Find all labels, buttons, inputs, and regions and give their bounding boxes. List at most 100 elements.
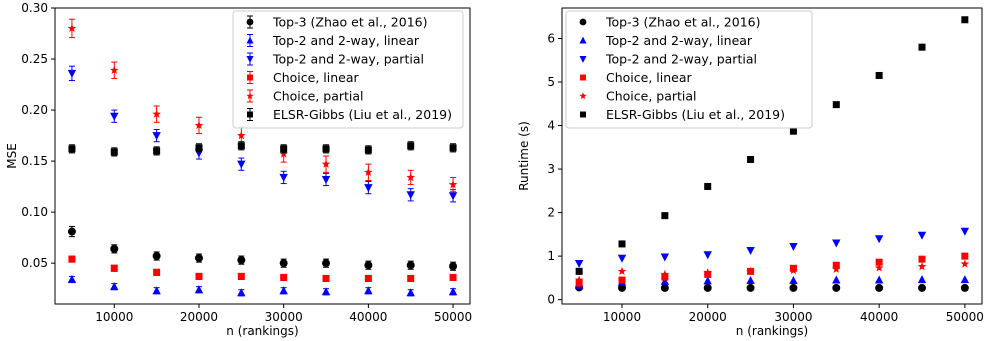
- data-point: [618, 276, 626, 284]
- series-3: [575, 252, 969, 287]
- data-point: [67, 275, 77, 284]
- data-point: [874, 263, 884, 272]
- data-point: [746, 283, 755, 292]
- legend-marker: [246, 56, 254, 63]
- data-point: [110, 65, 119, 74]
- legend-marker: [246, 18, 254, 26]
- data-point: [960, 259, 970, 268]
- y-axis-label: Runtime (s): [517, 121, 531, 191]
- data-point: [67, 23, 77, 33]
- data-point: [917, 275, 927, 284]
- x-tick-label: 10000: [603, 310, 641, 324]
- data-point: [660, 276, 670, 285]
- legend-marker: [246, 36, 254, 44]
- data-point: [279, 259, 288, 268]
- data-point: [575, 279, 583, 287]
- series-0: [67, 225, 458, 271]
- x-axis-label: n (rankings): [226, 324, 298, 338]
- data-point: [406, 172, 415, 182]
- legend-box: [565, 10, 813, 129]
- data-point: [195, 272, 203, 280]
- data-point: [407, 274, 415, 282]
- x-tick-label: 50000: [434, 310, 472, 324]
- data-point: [617, 266, 627, 275]
- data-point: [960, 283, 969, 292]
- data-point: [618, 240, 626, 248]
- data-point: [703, 268, 712, 277]
- legend-marker: [247, 74, 253, 81]
- data-point: [918, 43, 926, 51]
- legend-marker: [579, 92, 587, 100]
- y-tick-label: 0.15: [21, 154, 48, 168]
- data-point: [575, 267, 583, 275]
- data-point: [832, 283, 841, 292]
- data-point: [194, 254, 203, 263]
- series-5: [575, 16, 969, 275]
- data-point: [449, 262, 458, 271]
- data-point: [874, 275, 884, 284]
- y-tick-label: 5: [547, 75, 555, 89]
- data-point: [153, 268, 161, 276]
- legend-label: ELSR-Gibbs (Liu et al., 2019): [273, 107, 452, 122]
- data-point: [406, 191, 415, 200]
- data-point: [746, 246, 755, 255]
- data-point: [237, 142, 245, 150]
- series-0: [575, 283, 969, 292]
- data-point: [574, 260, 584, 269]
- legend-label: Top-3 (Zhao et al., 2016): [272, 15, 427, 30]
- y-tick-label: 0.30: [21, 1, 48, 15]
- data-point: [152, 109, 161, 118]
- data-point: [703, 276, 712, 285]
- data-point: [448, 287, 458, 296]
- data-point: [918, 255, 926, 263]
- y-tick-label: 2: [547, 206, 555, 220]
- data-point: [237, 272, 245, 280]
- legend: Top-3 (Zhao et al., 2016) Top-2 and 2-way…: [232, 10, 464, 129]
- data-point: [918, 283, 926, 292]
- y-tick-label: 6: [547, 31, 555, 45]
- data-point: [279, 286, 288, 295]
- data-point: [618, 283, 626, 292]
- series-2: [574, 227, 970, 269]
- y-tick-label: 3: [547, 162, 555, 176]
- data-point: [110, 112, 119, 121]
- data-point: [746, 266, 755, 275]
- data-point: [153, 147, 161, 155]
- series-1: [67, 275, 458, 297]
- legend-label: Top-3 (Zhao et al., 2016): [605, 15, 760, 30]
- legend: Top-3 (Zhao et al., 2016) Top-2 and 2-way…: [565, 10, 813, 129]
- legend-marker: [579, 56, 587, 63]
- data-point: [110, 264, 118, 272]
- mse-chart-panel: 10000 20000 30000 40000 50000 0.05 0.10 0.15 0.2…: [5, 1, 472, 338]
- plot-frame: [54, 7, 471, 305]
- data-point: [364, 146, 372, 154]
- legend-label: ELSR-Gibbs (Liu et al., 2019): [606, 107, 785, 122]
- x-tick-label: 40000: [860, 310, 898, 324]
- data-point: [789, 283, 798, 292]
- y-tick-label: 0.20: [21, 103, 48, 117]
- data-point: [875, 283, 884, 292]
- data-point: [617, 254, 627, 263]
- data-point: [280, 273, 288, 281]
- data-point: [406, 288, 415, 297]
- legend-label: Choice, linear: [273, 70, 359, 85]
- legend-marker: [580, 111, 586, 118]
- legend-label: Top-2 and 2-way, linear: [272, 33, 420, 48]
- data-point: [660, 253, 670, 262]
- x-tick-label: 50000: [946, 310, 984, 324]
- data-point: [68, 255, 76, 263]
- data-point: [237, 256, 246, 265]
- data-point: [237, 288, 246, 297]
- data-point: [789, 275, 798, 284]
- data-point: [917, 231, 927, 240]
- y-tick-label: 0.25: [21, 52, 48, 66]
- data-point: [832, 101, 840, 109]
- data-point: [960, 275, 970, 284]
- data-point: [321, 287, 331, 296]
- data-point: [322, 145, 330, 153]
- data-point: [237, 131, 246, 140]
- legend-label: Choice, partial: [606, 89, 697, 104]
- x-tick-label: 40000: [349, 310, 387, 324]
- plot-frame: [561, 7, 983, 305]
